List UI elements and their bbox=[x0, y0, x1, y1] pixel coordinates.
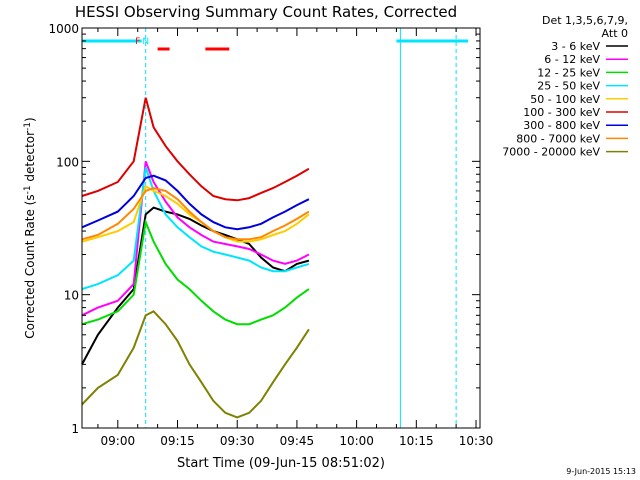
x-tick-label: 09:00 bbox=[101, 434, 136, 448]
legend-label: 300 - 800 keV bbox=[523, 119, 600, 132]
legend-label: 50 - 100 keV bbox=[530, 93, 600, 106]
footer-date: 9-Jun-2015 15:13 bbox=[566, 467, 636, 476]
series-line bbox=[81, 160, 310, 317]
legend-label: 12 - 25 keV bbox=[537, 66, 600, 79]
flag-marker: F bbox=[135, 37, 140, 47]
axes: 09:00 09:15 09:30 09:45 10:00 10:15 10:30 1 10 10… bbox=[48, 22, 493, 448]
series-line bbox=[81, 187, 310, 241]
series-line bbox=[81, 97, 310, 202]
series-line bbox=[81, 310, 310, 419]
y-tick-label: 1 bbox=[71, 422, 79, 436]
x-tick-label: 09:45 bbox=[280, 434, 315, 448]
flag-marker: N bbox=[142, 37, 149, 47]
series-line bbox=[81, 174, 310, 231]
series-lines bbox=[81, 97, 310, 419]
y-tick-label: 10 bbox=[64, 289, 79, 303]
y-tick-label: 1000 bbox=[48, 22, 79, 36]
x-tick-label: 09:30 bbox=[220, 434, 255, 448]
legend-label: 800 - 7000 keV bbox=[516, 132, 600, 145]
x-tick-label: 10:30 bbox=[459, 434, 494, 448]
chart-title: HESSI Observing Summary Count Rates, Cor… bbox=[75, 3, 457, 21]
x-tick-label: 10:00 bbox=[339, 434, 374, 448]
series-line bbox=[81, 184, 310, 243]
x-tick-label: 09:15 bbox=[160, 434, 195, 448]
series-line bbox=[81, 167, 310, 291]
legend-header-line-2: Att 0 bbox=[602, 27, 628, 40]
y-tick-label: 100 bbox=[56, 155, 79, 169]
x-axis-label: Start Time (09-Jun-15 08:51:02) bbox=[177, 456, 385, 471]
legend-label: 7000 - 20000 keV bbox=[502, 146, 600, 159]
x-tick-label: 10:15 bbox=[399, 434, 434, 448]
y-axis-label: Corrected Count Rate (s-1 detector-1) bbox=[23, 117, 37, 338]
plot-frame bbox=[81, 27, 481, 429]
series-line bbox=[81, 218, 310, 326]
legend-label: 25 - 50 keV bbox=[537, 80, 600, 93]
legend-label: 100 - 300 keV bbox=[523, 106, 600, 119]
legend-header-line-1: Det 1,3,5,6,7,9, bbox=[542, 14, 628, 27]
legend-label: 3 - 6 keV bbox=[551, 40, 600, 53]
legend-label: 6 - 12 keV bbox=[544, 53, 600, 66]
